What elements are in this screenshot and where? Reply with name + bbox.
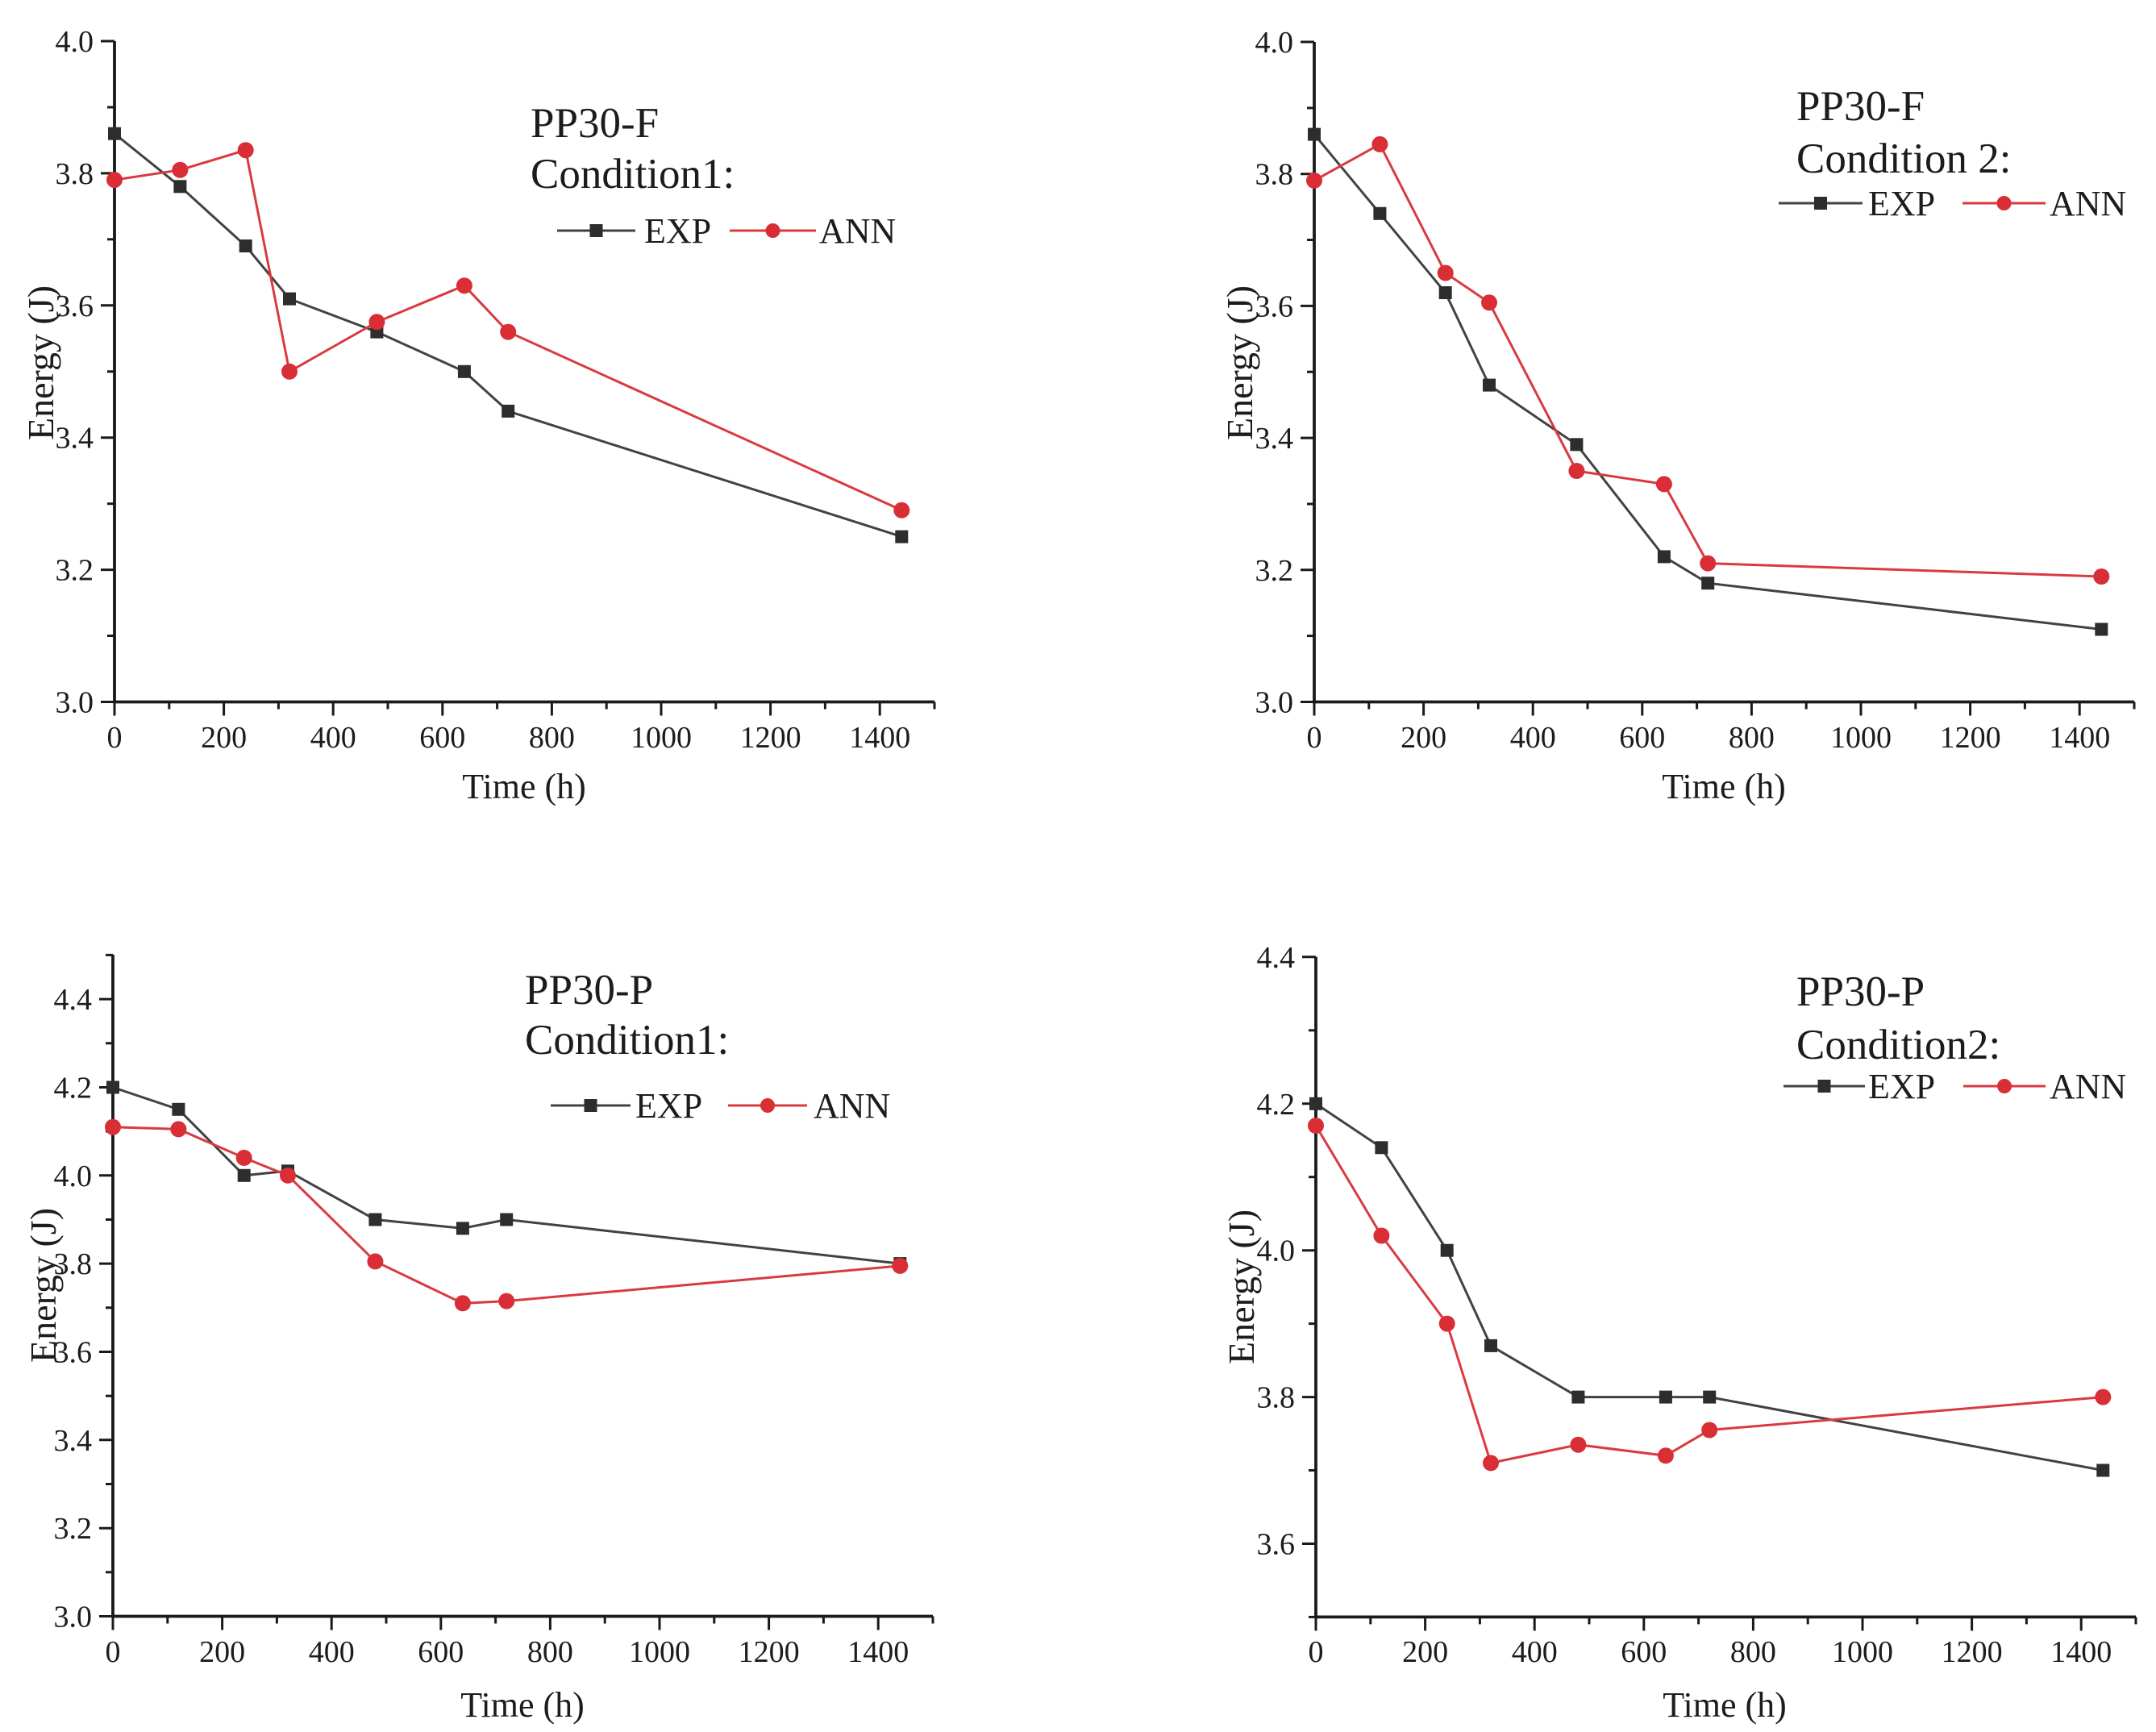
svg-text:3.4: 3.4 <box>1255 422 1294 456</box>
svg-text:Time (h): Time (h) <box>1662 767 1786 806</box>
svg-text:4.2: 4.2 <box>1257 1088 1296 1122</box>
svg-text:1200: 1200 <box>740 721 801 755</box>
svg-text:4.0: 4.0 <box>54 1160 93 1193</box>
svg-text:600: 600 <box>1621 1635 1667 1669</box>
svg-text:200: 200 <box>201 721 247 755</box>
svg-text:3.0: 3.0 <box>1255 686 1294 720</box>
svg-text:4.0: 4.0 <box>56 25 94 59</box>
svg-text:Energy (J): Energy (J) <box>23 1208 64 1363</box>
svg-text:3.6: 3.6 <box>56 289 94 323</box>
svg-text:1200: 1200 <box>739 1635 800 1669</box>
svg-text:1200: 1200 <box>1942 1635 2003 1669</box>
svg-text:200: 200 <box>199 1635 245 1669</box>
svg-text:0: 0 <box>1309 1635 1324 1669</box>
svg-text:1400: 1400 <box>2049 721 2110 755</box>
svg-text:3.4: 3.4 <box>56 422 94 456</box>
svg-text:800: 800 <box>529 721 575 755</box>
svg-text:EXP: EXP <box>1868 1067 1935 1106</box>
svg-text:1200: 1200 <box>1940 721 2001 755</box>
svg-text:PP30-F: PP30-F <box>531 100 659 147</box>
svg-text:800: 800 <box>1729 721 1775 755</box>
svg-text:0: 0 <box>106 1635 121 1669</box>
svg-text:4.0: 4.0 <box>1257 1234 1296 1268</box>
svg-text:Energy (J): Energy (J) <box>1219 285 1260 440</box>
svg-text:EXP: EXP <box>644 211 711 251</box>
svg-text:800: 800 <box>527 1635 573 1669</box>
svg-text:PP30-P: PP30-P <box>1796 968 1925 1015</box>
svg-text:600: 600 <box>419 721 465 755</box>
svg-text:Energy (J): Energy (J) <box>1221 1209 1262 1364</box>
svg-text:1000: 1000 <box>1832 1635 1893 1669</box>
svg-text:4.4: 4.4 <box>1257 941 1296 975</box>
svg-text:ANN: ANN <box>819 211 896 251</box>
svg-text:1400: 1400 <box>2050 1635 2112 1669</box>
svg-text:3.8: 3.8 <box>1257 1381 1296 1415</box>
svg-text:3.8: 3.8 <box>56 157 94 191</box>
svg-text:400: 400 <box>310 721 356 755</box>
svg-text:1400: 1400 <box>847 1635 909 1669</box>
svg-text:1000: 1000 <box>629 1635 690 1669</box>
svg-text:1400: 1400 <box>849 721 910 755</box>
svg-text:Energy (J): Energy (J) <box>20 285 61 440</box>
svg-text:3.2: 3.2 <box>56 554 94 588</box>
svg-text:3.0: 3.0 <box>56 686 94 720</box>
svg-text:EXP: EXP <box>635 1086 702 1126</box>
svg-text:4.4: 4.4 <box>54 983 93 1017</box>
svg-text:1000: 1000 <box>631 721 692 755</box>
svg-text:3.2: 3.2 <box>54 1512 93 1546</box>
svg-text:Condition1:: Condition1: <box>531 151 735 198</box>
svg-text:Time (h): Time (h) <box>462 767 586 806</box>
svg-text:3.6: 3.6 <box>1255 289 1294 323</box>
svg-text:ANN: ANN <box>814 1086 890 1126</box>
svg-text:ANN: ANN <box>2050 184 2126 223</box>
svg-text:3.6: 3.6 <box>1257 1528 1296 1562</box>
svg-text:1000: 1000 <box>1830 721 1892 755</box>
svg-text:400: 400 <box>1510 721 1556 755</box>
svg-text:3.2: 3.2 <box>1255 554 1294 588</box>
svg-text:PP30-P: PP30-P <box>525 967 653 1014</box>
svg-text:600: 600 <box>418 1635 464 1669</box>
svg-text:3.8: 3.8 <box>1255 158 1294 192</box>
svg-text:Time (h): Time (h) <box>1663 1685 1787 1725</box>
svg-text:800: 800 <box>1730 1635 1776 1669</box>
svg-text:4.0: 4.0 <box>1255 26 1294 60</box>
svg-text:Condition2:: Condition2: <box>1796 1022 2000 1068</box>
svg-text:3.0: 3.0 <box>54 1601 93 1634</box>
svg-text:400: 400 <box>1512 1635 1558 1669</box>
svg-text:600: 600 <box>1619 721 1665 755</box>
svg-text:200: 200 <box>1401 721 1446 755</box>
svg-text:3.8: 3.8 <box>54 1247 93 1281</box>
svg-text:EXP: EXP <box>1868 184 1935 223</box>
svg-text:4.2: 4.2 <box>54 1072 93 1105</box>
svg-text:Condition 2:: Condition 2: <box>1796 135 2012 182</box>
svg-text:3.6: 3.6 <box>54 1336 93 1370</box>
svg-text:0: 0 <box>107 721 123 755</box>
svg-text:400: 400 <box>309 1635 355 1669</box>
svg-text:PP30-F: PP30-F <box>1796 83 1925 130</box>
svg-text:Condition1:: Condition1: <box>525 1017 729 1064</box>
svg-text:0: 0 <box>1307 721 1322 755</box>
svg-text:ANN: ANN <box>2050 1067 2126 1106</box>
svg-text:3.4: 3.4 <box>54 1424 93 1458</box>
svg-text:Time (h): Time (h) <box>460 1685 585 1725</box>
svg-text:200: 200 <box>1402 1635 1448 1669</box>
